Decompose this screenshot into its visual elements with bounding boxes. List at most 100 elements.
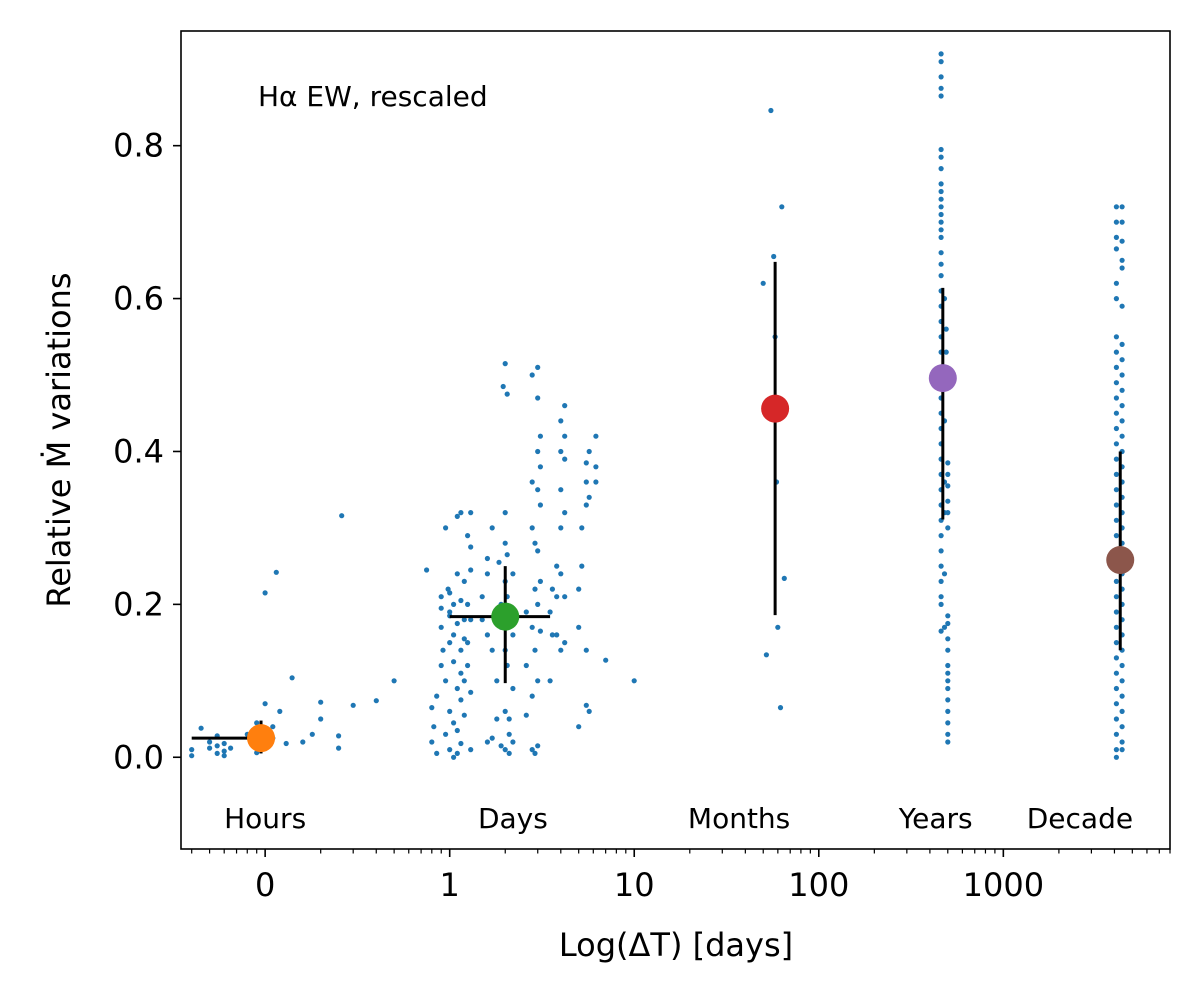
scatter-point <box>938 261 944 267</box>
scatter-point <box>593 479 599 485</box>
scatter-point <box>1113 624 1119 630</box>
summary-marker-days <box>491 602 520 631</box>
scatter-point <box>465 662 471 669</box>
scatter-point <box>938 234 944 240</box>
scatter-point <box>1113 380 1119 386</box>
scatter-point <box>945 739 951 745</box>
scatter-point <box>454 513 460 520</box>
scatter-point <box>228 745 234 751</box>
scatter-point <box>214 750 220 757</box>
scatter-point <box>576 724 582 730</box>
scatter-point <box>537 502 544 508</box>
scatter-point <box>489 735 495 741</box>
scatter-point <box>938 204 944 210</box>
scatter-point <box>760 280 766 286</box>
scatter-point <box>1119 372 1125 378</box>
scatter-point <box>458 697 464 703</box>
scatter-point <box>583 647 589 653</box>
scatter-point <box>494 716 500 722</box>
scatter-point <box>468 617 474 623</box>
scatter-point <box>945 525 951 531</box>
scatter-point <box>451 632 457 638</box>
scatter-point <box>1119 747 1125 753</box>
scatter-point <box>447 747 453 753</box>
scatter-point <box>465 601 471 608</box>
scatter-point <box>440 647 446 653</box>
scatter-point <box>938 578 944 585</box>
scatter-point <box>438 594 444 600</box>
scatter-point <box>1113 280 1119 286</box>
scatter-point <box>945 460 951 466</box>
scatter-point <box>586 494 592 500</box>
scatter-point <box>468 567 474 573</box>
scatter-point <box>535 448 541 455</box>
scatter-point <box>1113 655 1119 661</box>
scatter-point <box>447 609 453 615</box>
scatter-point <box>535 743 541 749</box>
scatter-point <box>554 563 560 569</box>
scatter-point <box>336 733 342 739</box>
scatter-point <box>535 601 541 608</box>
scatter-point <box>562 403 568 409</box>
scatter-point <box>945 685 951 692</box>
scatter-point <box>468 747 474 753</box>
scatter-point <box>945 731 951 737</box>
scatter-point <box>583 702 589 708</box>
scatter-point <box>945 647 951 653</box>
y-axis: 0.0 0.2 0.4 0.6 0.8 <box>113 127 181 776</box>
scatter-point <box>221 753 227 759</box>
scatter-point <box>254 720 260 726</box>
scatter-point <box>1113 754 1119 760</box>
y-axis-label: Relative Ṁ variations <box>40 272 78 607</box>
scatter-point <box>537 578 544 585</box>
scatter-point <box>771 253 777 260</box>
scatter-point <box>300 739 306 745</box>
scatter-point <box>451 754 457 760</box>
scatter-point <box>1113 219 1119 225</box>
scatter-point <box>461 712 467 718</box>
scatter-point <box>447 590 453 596</box>
y-tick-label: 0.2 <box>113 585 164 623</box>
scatter-point <box>484 555 490 562</box>
scatter-point <box>443 731 449 737</box>
scatter-point <box>781 575 787 582</box>
scatter-point <box>1113 349 1119 355</box>
scatter-point <box>1113 364 1119 370</box>
scatter-point <box>506 716 512 722</box>
scatter-point <box>273 569 279 575</box>
scatter-point <box>579 525 585 531</box>
scatter-point <box>484 739 490 745</box>
scatter-point <box>465 640 471 646</box>
scatter-point <box>938 146 944 153</box>
scatter-point <box>1119 387 1125 393</box>
scatter-point <box>1113 471 1119 477</box>
scatter-point <box>537 628 544 634</box>
category-label-decade: Decade <box>1027 802 1133 835</box>
scatter-point <box>1113 594 1119 600</box>
scatter-point <box>523 712 529 718</box>
scatter-point <box>468 689 474 695</box>
scatter-point <box>1113 701 1119 707</box>
scatter-point <box>502 509 508 516</box>
scatter-point <box>1119 403 1125 409</box>
scatter-point <box>945 613 951 619</box>
scatter-point <box>1113 609 1119 615</box>
scatter-point <box>579 563 585 569</box>
scatter-point <box>1113 517 1119 523</box>
scatter-point <box>510 571 516 577</box>
scatter-point <box>262 701 268 707</box>
scatter-point <box>945 708 951 715</box>
scatter-point <box>468 509 474 516</box>
scatter-point <box>510 632 516 638</box>
scatter-point <box>938 93 944 99</box>
scatter-point <box>938 548 944 554</box>
scatter-point <box>943 349 949 355</box>
scatter-point <box>189 747 195 753</box>
scatter-point <box>339 513 345 519</box>
scatter-point <box>461 578 467 585</box>
x-tick-label: 100 <box>788 866 849 904</box>
annotation-text: Hα EW, rescaled <box>258 80 488 113</box>
scatter-point <box>214 743 220 749</box>
scatter-point <box>1119 662 1125 669</box>
scatter-point <box>458 740 464 747</box>
